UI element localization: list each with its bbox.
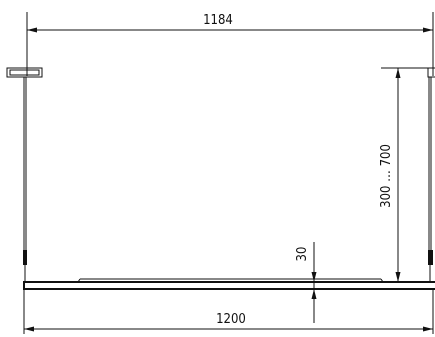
luminaire-body — [23, 278, 435, 290]
top-width-label: 1184 — [203, 13, 233, 28]
left-suspension-cable — [23, 77, 27, 282]
bottom-width-label: 1200 — [216, 312, 246, 327]
left-ceiling-canopy — [6, 67, 43, 78]
profile-height-dimension: 30 — [295, 242, 317, 323]
bottom-width-dimension: 1200 — [23, 289, 434, 334]
drop-range-label: 300 … 700 — [379, 144, 394, 208]
top-width-dimension: 1184 — [26, 12, 434, 76]
profile-height-label: 30 — [295, 247, 310, 262]
drop-range-dimension: 300 … 700 — [379, 67, 428, 283]
right-ceiling-canopy — [427, 67, 435, 78]
right-suspension-cable — [428, 77, 433, 282]
